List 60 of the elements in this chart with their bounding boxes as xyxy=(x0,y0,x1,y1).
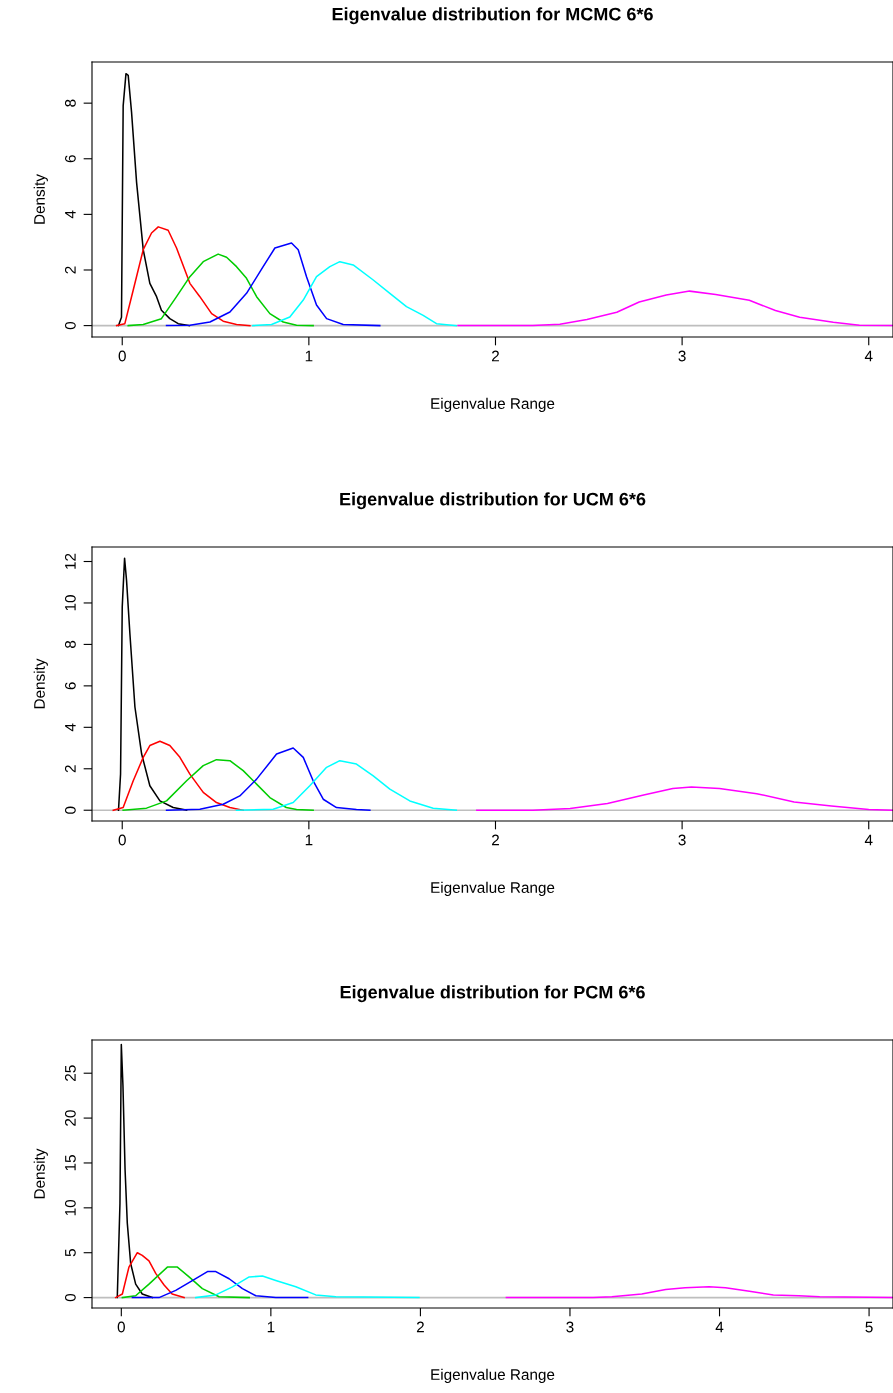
line-series xyxy=(115,226,251,327)
x-tick-label: 2 xyxy=(492,834,499,846)
line-series xyxy=(117,72,191,327)
x-tick-label: 4 xyxy=(864,834,873,846)
y-axis-title: Density xyxy=(33,1148,48,1199)
chart-title: Eigenvalue distribution for PCM 6*6 xyxy=(340,985,645,1003)
chart-title: Eigenvalue distribution for MCMC 6*6 xyxy=(332,7,653,25)
x-axis-title: Eigenvalue Range xyxy=(431,1368,555,1384)
x-axis-title: Eigenvalue Range xyxy=(431,397,555,413)
line-series xyxy=(505,1286,893,1299)
x-tick-label: 4 xyxy=(715,1321,724,1333)
x-tick-label: 4 xyxy=(864,350,873,362)
y-tick-label: 6 xyxy=(64,155,76,163)
line-series xyxy=(235,759,458,811)
y-tick-label: 25 xyxy=(64,1065,76,1081)
line-series xyxy=(122,758,314,811)
y-tick-label: 8 xyxy=(64,640,76,648)
line-series xyxy=(165,242,381,327)
x-tick-label: 5 xyxy=(865,1321,873,1333)
x-tick-label: 0 xyxy=(118,834,126,846)
x-tick-label: 3 xyxy=(678,834,686,846)
y-tick-label: 4 xyxy=(65,723,76,732)
x-tick-label: 0 xyxy=(117,1321,125,1333)
x-tick-label: 3 xyxy=(678,350,686,362)
y-axis-title: Density xyxy=(33,174,48,224)
y-tick-label: 2 xyxy=(64,765,76,773)
y-tick-label: 0 xyxy=(64,1293,76,1302)
y-tick-label: 20 xyxy=(64,1110,76,1126)
y-tick-label: 10 xyxy=(64,1199,76,1216)
y-tick-label: 4 xyxy=(65,210,76,219)
x-tick-label: 2 xyxy=(492,350,499,362)
y-tick-label: 6 xyxy=(64,682,76,690)
line-series xyxy=(165,747,371,811)
x-tick-label: 3 xyxy=(566,1321,574,1333)
line-series xyxy=(131,1270,309,1299)
line-series xyxy=(117,557,188,811)
x-tick-label: 1 xyxy=(305,350,313,362)
line-series xyxy=(252,260,458,327)
line-series xyxy=(457,290,893,327)
x-tick-label: 0 xyxy=(118,350,126,362)
y-tick-label: 8 xyxy=(64,99,76,107)
line-series xyxy=(114,1251,185,1299)
y-tick-label: 0 xyxy=(64,321,76,330)
x-tick-label: 2 xyxy=(416,1321,424,1333)
line-series xyxy=(116,1043,154,1299)
x-axis-title: Eigenvalue Range xyxy=(431,881,555,897)
line-series xyxy=(195,1275,420,1299)
line-series xyxy=(476,786,893,811)
y-tick-label: 10 xyxy=(64,595,76,611)
y-tick-label: 15 xyxy=(65,1155,76,1171)
x-tick-label: 1 xyxy=(267,1321,275,1333)
line-series xyxy=(127,253,314,327)
line-series xyxy=(121,1266,250,1299)
x-tick-label: 1 xyxy=(305,834,313,846)
y-axis-title: Density xyxy=(33,658,48,709)
y-tick-label: 2 xyxy=(64,266,76,274)
y-tick-label: 5 xyxy=(65,1249,76,1257)
y-tick-label: 0 xyxy=(64,806,76,814)
y-tick-label: 12 xyxy=(64,553,76,569)
chart-title: Eigenvalue distribution for UCM 6*6 xyxy=(340,492,646,510)
